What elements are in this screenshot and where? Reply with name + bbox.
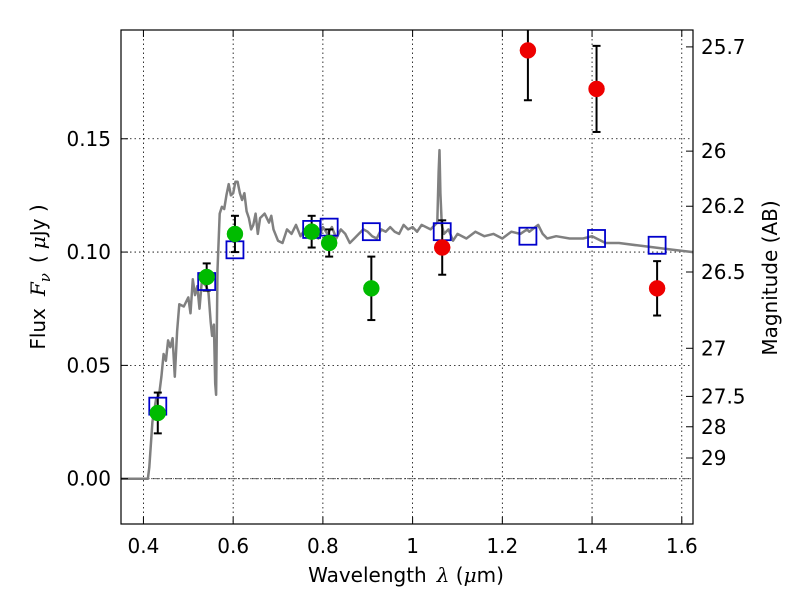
x-tick-label: 1.2 <box>486 534 518 558</box>
x-tick-label: 1.6 <box>666 534 698 558</box>
x-axis-label: Wavelength <box>308 563 427 587</box>
y-axis-subscript: ν <box>36 273 54 282</box>
x-axis-unit-mu: μ <box>464 563 477 587</box>
sed-line <box>121 148 693 480</box>
y-axis-title: Flux Fν ( μJy ) <box>26 204 54 349</box>
model-square-marker <box>518 226 538 246</box>
data-points <box>149 42 666 422</box>
y-axis-unit-rest: Jy ) <box>26 204 50 238</box>
magnitude-tick-label: 26 <box>701 139 726 163</box>
green-data-point <box>198 268 215 286</box>
gridlines <box>121 30 693 524</box>
y-axis-unit-open: ( <box>26 255 50 263</box>
x-tick-label: 1.4 <box>576 534 608 558</box>
magnitude-tick-label: 25.7 <box>701 35 746 59</box>
magnitude-tick-label: 26.5 <box>701 260 746 284</box>
y-tick-label: 0.00 <box>66 467 111 491</box>
green-data-point <box>226 225 244 243</box>
tick-labels: 0.4 0.6 0.8 1 1.2 1.4 1.6 0.00 0.05 0.10 0.15 25.7 2… <box>66 35 745 558</box>
red-data-point <box>588 80 605 98</box>
x-axis-title: Wavelength λ (μm) <box>308 563 504 587</box>
magnitude-tick-label: 27 <box>701 336 726 360</box>
y-tick-label: 0.15 <box>66 127 111 151</box>
red-data-point <box>648 280 666 297</box>
x-axis-symbol: λ <box>436 563 450 587</box>
model-square-marker <box>361 222 381 242</box>
magnitude-tick-label: 28 <box>701 415 726 439</box>
model-squares <box>148 217 667 416</box>
model-square-marker <box>647 235 667 255</box>
x-tick-label: 0.8 <box>307 534 339 558</box>
x-axis-unit-rest: m) <box>477 563 504 587</box>
green-data-point <box>320 234 338 252</box>
magnitude-tick-label: 26.2 <box>701 194 746 218</box>
y-axis-unit-mu: μ <box>26 236 50 249</box>
y-axis-label: Flux <box>26 308 50 350</box>
model-square-marker <box>587 229 606 248</box>
y-tick-label: 0.05 <box>66 353 111 377</box>
y-axis-symbol: F <box>26 281 50 297</box>
magnitude-axis-title: Magnitude (AB) <box>758 200 782 355</box>
y-tick-label: 0.10 <box>66 240 111 264</box>
green-data-point <box>363 280 380 297</box>
error-bars <box>153 30 662 435</box>
x-tick-label: 1 <box>406 534 419 558</box>
magnitude-tick-label: 27.5 <box>701 384 746 408</box>
x-tick-label: 0.6 <box>217 534 249 558</box>
sed-curve <box>121 148 693 480</box>
green-data-point <box>149 404 167 422</box>
red-data-point <box>433 239 451 256</box>
x-tick-label: 0.4 <box>128 534 160 558</box>
green-data-point <box>303 223 320 240</box>
red-data-point <box>519 42 537 59</box>
plot-frame <box>120 29 694 525</box>
axis-ticks <box>121 30 693 524</box>
x-axis-unit-open: ( <box>449 563 463 587</box>
magnitude-tick-label: 29 <box>701 446 726 470</box>
